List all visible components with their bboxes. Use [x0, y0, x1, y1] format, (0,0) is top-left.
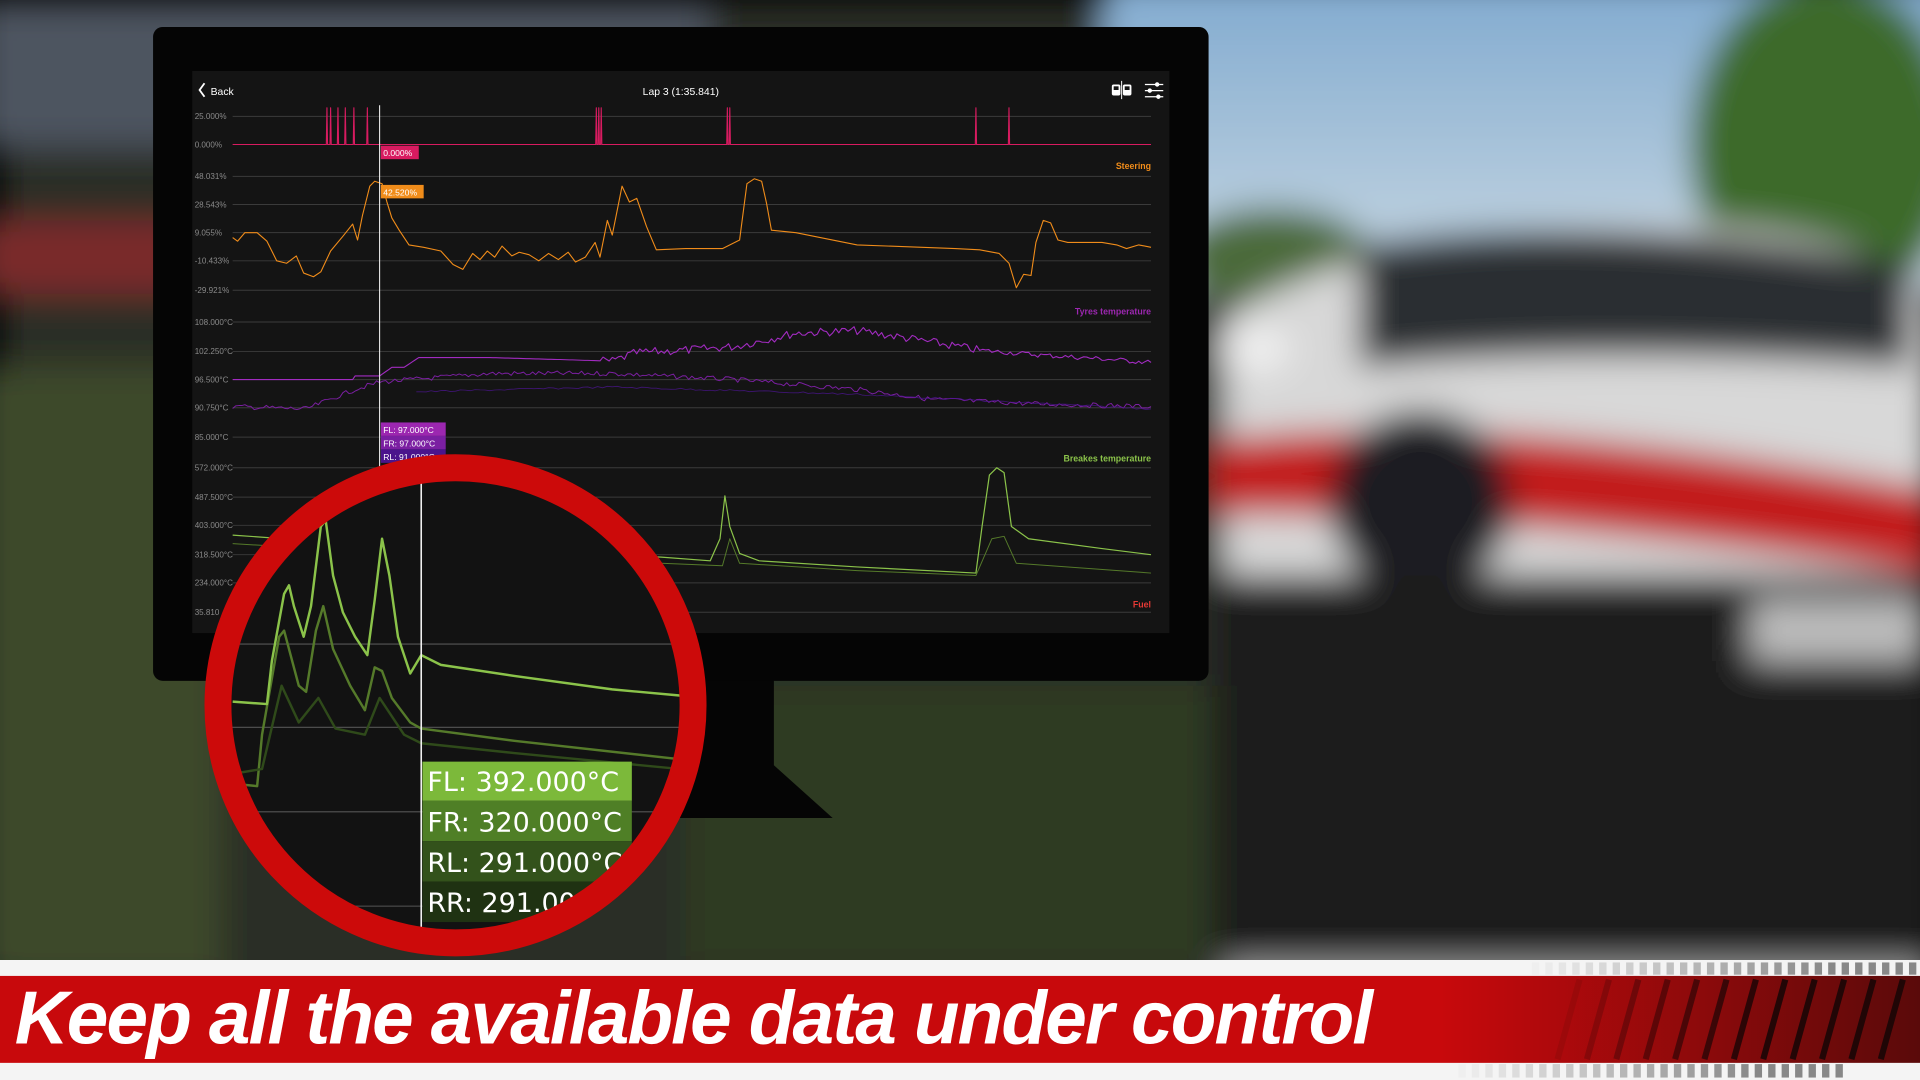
steering-cursor-tooltip: 42.520% [380, 184, 424, 199]
tyres-axis-tick: 90.750°C [195, 404, 229, 413]
magnified-brakes-fr-line [232, 604, 680, 788]
brakes-axis-tick: 572.000°C [195, 464, 233, 473]
throttle-cursor-tooltip: 0.000% [380, 145, 419, 160]
tyres-axis-tick: 102.250°C [195, 347, 233, 356]
brakes-fr-value: FR: 320.000°C [427, 807, 622, 838]
lap-title: Lap 3 (1:35.841) [643, 87, 719, 98]
brakes-rl-value: RL: 291.000°C [427, 848, 622, 879]
steering-axis-tick: -29.921% [195, 286, 230, 295]
tyres-axis-tick: 108.000°C [195, 318, 233, 327]
tyres-panel-label: Tyres temperature [1075, 307, 1151, 317]
brakes-fl-series-line [232, 467, 1152, 574]
car-compare-icon[interactable] [1111, 80, 1132, 100]
tyres-rl-value: RL: 91.000°C [383, 452, 435, 462]
brakes-axis-tick: 318.500°C [195, 551, 233, 560]
chevron-left-icon [198, 82, 206, 98]
back-label: Back [211, 87, 235, 98]
magnifier-ring [204, 454, 707, 957]
brakes-panel-label: Breakes temperature [1063, 454, 1151, 464]
steering-axis-tick: 28.543% [195, 200, 227, 209]
promo-banner: Keep all the available data under contro… [0, 960, 1920, 1080]
brakes-axis-tick: 487.500°C [195, 493, 233, 502]
steering-axis-tick: 48.031% [195, 172, 227, 181]
tyres-fr-series-line [232, 370, 1152, 411]
throttle-series-line [232, 107, 1152, 146]
tire-tread-decoration [1458, 962, 1917, 1078]
throttle-axis-tick: 0.000% [195, 140, 222, 149]
fuel-panel-label: Fuel [1133, 599, 1151, 609]
chart-series [232, 107, 1152, 576]
brakes-fl-value: FL: 392.000°C [427, 767, 619, 798]
throttle-cursor-value: 0.000% [383, 148, 412, 158]
magnified-brakes-fl-line [232, 519, 680, 706]
magnified-brake-series [232, 519, 680, 788]
throttle-axis-tick: 25.000% [195, 112, 227, 121]
steering-axis-tick: -10.433% [195, 257, 230, 266]
telemetry-app: Back Lap 3 (1:35.841) 25.000% 0.000% 48.03… [195, 80, 1164, 634]
settings-sliders-icon[interactable] [1144, 82, 1164, 99]
back-button[interactable]: Back [198, 82, 235, 98]
tyres-fr-value: FR: 97.000°C [383, 438, 435, 448]
magnified-brakes-rl-line [232, 684, 680, 776]
brakes-axis-tick: 403.000°C [195, 521, 233, 530]
steering-panel-label: Steering [1116, 161, 1151, 171]
magnifier-lens: FL: 392.000°C FR: 320.000°C RL: 291.000°… [204, 454, 707, 957]
steering-cursor-value: 42.520% [383, 187, 417, 197]
tyres-rl-series-line [416, 385, 1152, 411]
tire-tread-pattern [1554, 978, 1906, 1061]
brakes-axis-tick: 234.000°C [195, 579, 233, 588]
chart-axes: 25.000% 0.000% 48.031% 28.543% 9.055% -10.433… [195, 112, 233, 617]
tyres-axis-tick: 96.500°C [195, 375, 229, 384]
steering-series-line [232, 178, 1152, 289]
tyres-axis-tick: 85.000°C [195, 433, 229, 442]
banner-headline: Keep all the available data under contro… [15, 975, 1376, 1059]
steering-axis-tick: 9.055% [195, 228, 222, 237]
tyres-fl-value: FL: 97.000°C [383, 425, 434, 435]
tyres-fl-series-line [232, 326, 1152, 381]
brakes-axis-tick: 35.810 [195, 608, 220, 617]
